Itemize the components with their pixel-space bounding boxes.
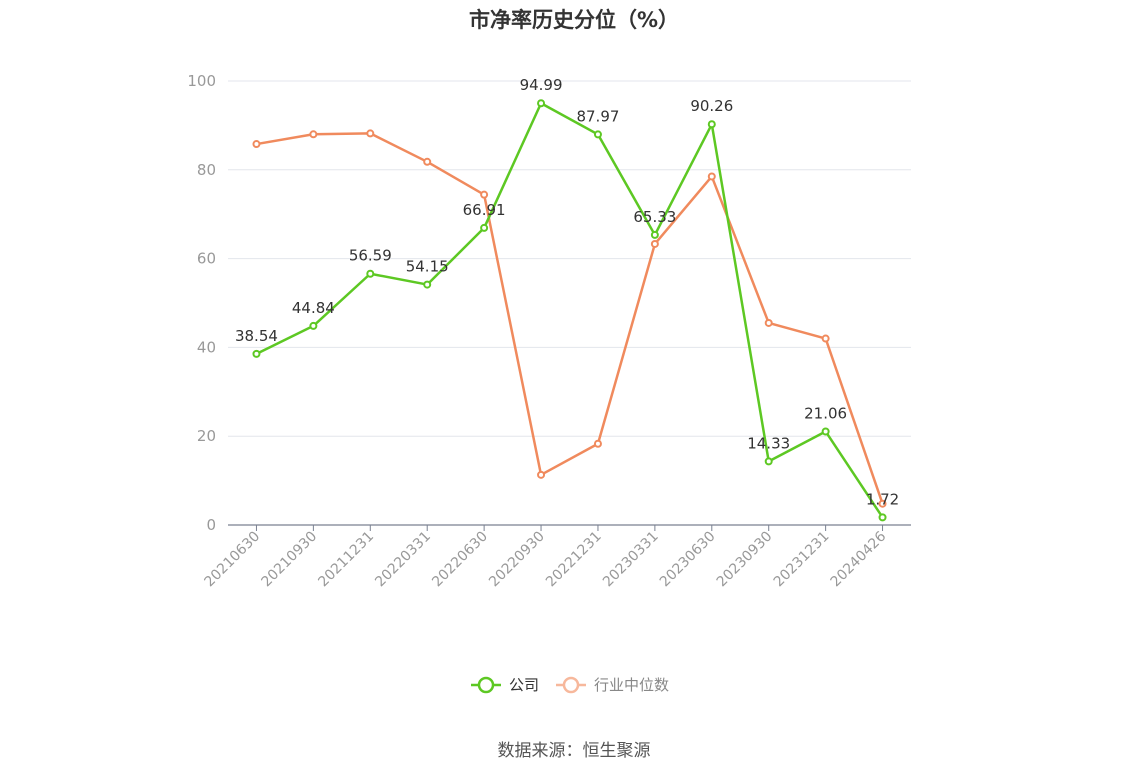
data-point: [537, 470, 546, 479]
series-line-1: [256, 132, 884, 505]
x-tick-label: 20220630: [429, 529, 491, 591]
y-tick-label: 20: [197, 427, 216, 445]
data-point: [480, 223, 489, 232]
data-label: 38.54: [235, 327, 278, 345]
legend-item-0[interactable]: 公司: [471, 676, 539, 694]
x-tick-label: 20210630: [202, 529, 264, 591]
data-label: 1.72: [866, 490, 899, 508]
legend-item-1[interactable]: 行业中位数: [556, 676, 669, 694]
data-label: 90.26: [690, 97, 733, 115]
x-tick-label: 20230930: [714, 529, 776, 591]
legend-label: 公司: [509, 676, 539, 694]
data-point: [707, 172, 716, 181]
data-labels: 38.54 44.84 56.59 54.15 66.91 94.99 87.97 65.33…: [235, 76, 899, 508]
source-note: 数据来源：恒生聚源: [497, 741, 651, 761]
chart-title: 市净率历史分位（%）: [468, 8, 680, 32]
series-line-0: [255, 101, 884, 519]
data-label: 66.91: [463, 201, 506, 219]
data-point: [423, 157, 432, 166]
data-label: 44.84: [292, 299, 335, 317]
legend-marker: [477, 676, 495, 694]
y-axis-ticks: 0 20 40 60 80 100: [187, 72, 216, 534]
data-point: [423, 280, 432, 289]
data-point: [764, 318, 773, 327]
data-label: 65.33: [633, 208, 676, 226]
y-tick-label: 0: [206, 516, 216, 534]
y-tick-label: 80: [197, 161, 216, 179]
x-tick-label: 20230331: [600, 529, 662, 591]
series-lines: [252, 99, 887, 522]
data-point: [650, 230, 659, 239]
x-tick-label: 20240426: [828, 528, 890, 590]
data-point: [252, 349, 261, 358]
x-tick-label: 20231231: [771, 529, 833, 591]
data-point: [480, 190, 489, 199]
data-point: [537, 99, 546, 108]
data-point: [366, 129, 375, 138]
y-tick-label: 40: [197, 338, 216, 356]
data-point: [366, 269, 375, 278]
data-point: [878, 513, 887, 522]
legend-label: 行业中位数: [594, 676, 669, 694]
x-tick-label: 20221231: [543, 529, 605, 591]
data-point: [821, 427, 830, 436]
data-point: [593, 439, 602, 448]
data-point: [309, 130, 318, 139]
data-label: 56.59: [349, 247, 392, 265]
data-point: [309, 321, 318, 330]
x-axis: 2021063020210930202112312022033120220630…: [202, 524, 911, 591]
data-point: [593, 130, 602, 139]
y-tick-label: 60: [197, 250, 216, 268]
data-point: [878, 499, 887, 508]
data-label: 87.97: [576, 107, 619, 125]
grid-lines: [228, 80, 911, 437]
x-tick-label: 20220331: [372, 529, 434, 591]
x-tick-label: 20210930: [258, 529, 320, 591]
data-point: [764, 457, 773, 466]
legend[interactable]: 公司 行业中位数: [471, 676, 669, 694]
data-label: 94.99: [520, 76, 563, 94]
data-point: [821, 334, 830, 343]
data-point: [252, 140, 261, 149]
data-point: [650, 239, 659, 248]
x-tick-label: 20230630: [657, 529, 719, 591]
x-tick-label: 20211231: [315, 529, 377, 591]
legend-marker: [562, 676, 580, 694]
x-tick-label: 20220930: [486, 529, 548, 591]
data-label: 14.33: [747, 434, 790, 452]
y-tick-label: 100: [187, 72, 216, 90]
data-label: 21.06: [804, 404, 847, 422]
data-label: 54.15: [406, 258, 449, 276]
data-point: [707, 120, 716, 129]
